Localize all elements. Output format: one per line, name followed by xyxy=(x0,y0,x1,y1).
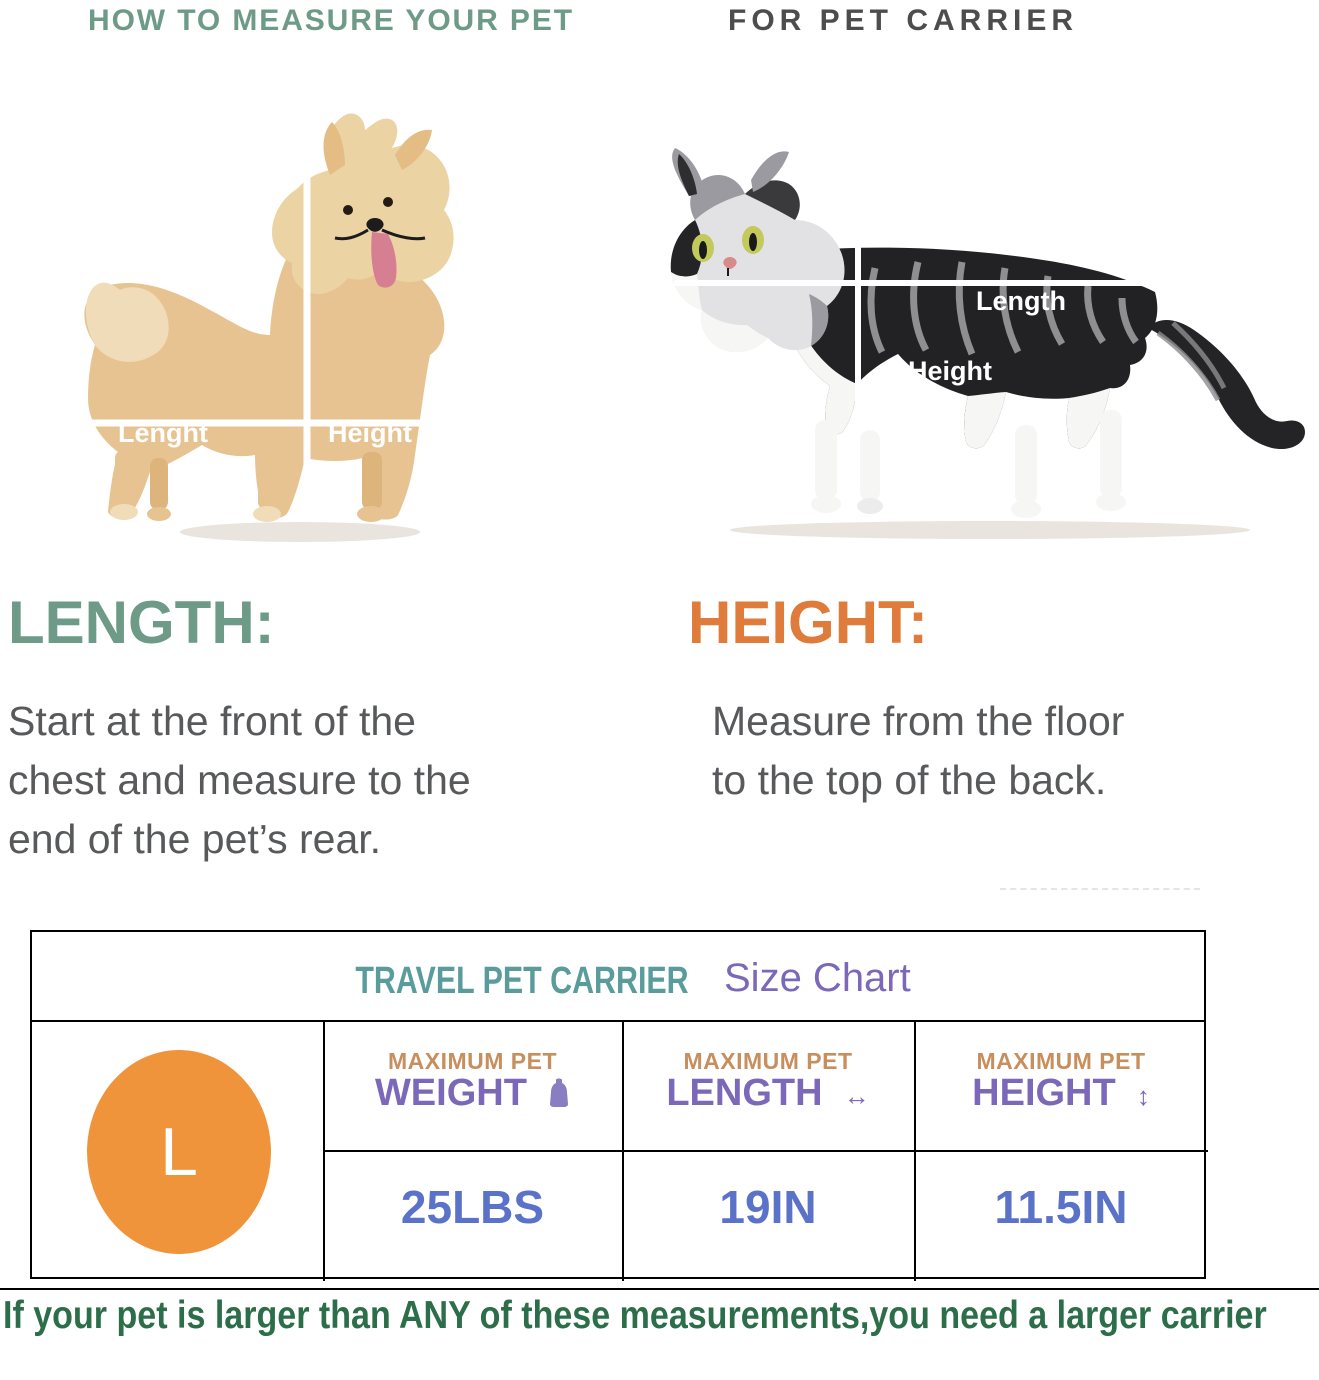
svg-text:Lenght: Lenght xyxy=(118,418,208,448)
svg-text:Height: Height xyxy=(908,356,992,386)
svg-text:Height: Height xyxy=(328,418,412,448)
svg-text:Length: Length xyxy=(976,286,1066,316)
